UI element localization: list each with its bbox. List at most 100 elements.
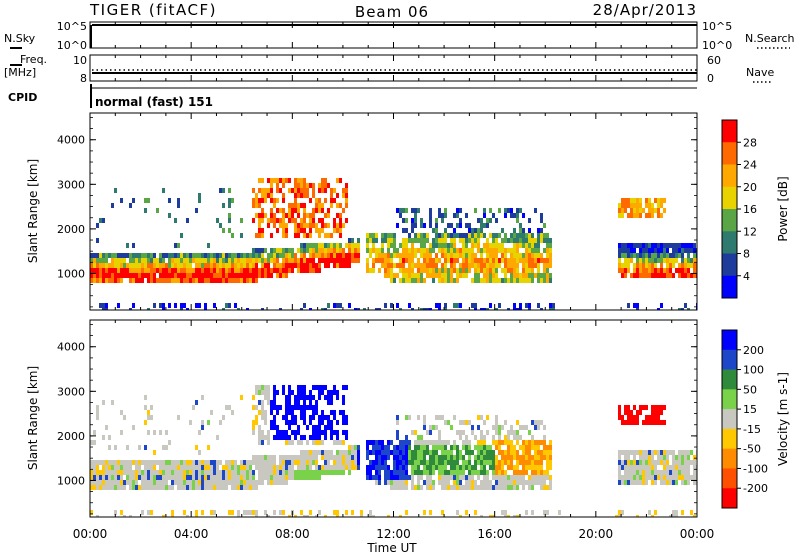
velocity-cell [477,450,480,455]
velocity-cell [225,475,228,480]
velocity-cell [387,450,390,455]
velocity-cell [399,455,402,460]
velocity-cell [108,470,111,475]
power-cell [516,273,519,278]
velocity-cell [240,460,243,465]
power-cell [261,178,264,183]
velocity-cell [429,460,432,465]
velocity-cell [330,390,333,395]
power-cell [255,248,258,253]
y-tick-label: 1000 [57,267,85,280]
velocity-cell [471,475,474,480]
velocity-cell [660,405,663,410]
velocity-cell [450,475,453,480]
velocity-cell [531,465,534,470]
velocity-cell [213,475,216,480]
velocity-cell [516,460,519,465]
velocity-cell [339,460,342,465]
power-cell [309,268,312,273]
velocity-cell [639,465,642,470]
power-cell [180,253,183,258]
power-cell [681,268,684,273]
power-cell [432,278,435,283]
power-cell [426,233,429,238]
power-cell [288,248,291,253]
velocity-cell [432,445,435,450]
power-cell [483,248,486,253]
power-cell [648,263,651,268]
velocity-cell [534,445,537,450]
velocity-cell [393,445,396,450]
velocity-cell [336,420,339,425]
power-cell [477,233,480,238]
power-cell [546,278,549,283]
power-cell [258,188,261,193]
velocity-cell [690,460,693,465]
power-cell [405,208,408,213]
velocity-cell [300,460,303,465]
velocity-cell [627,460,630,465]
power-cell [414,213,417,218]
x-tick-label: 04:00 [174,527,209,541]
power-cell [300,268,303,273]
velocity-cell [489,455,492,460]
power-cell [477,273,480,278]
velocity-cell [156,470,159,475]
velocity-cell [693,475,696,480]
power-cell [657,208,660,213]
velocity-cell [507,430,510,435]
power-cell [162,188,165,193]
power-cell [393,273,396,278]
velocity-cell [339,410,342,415]
power-cell [429,208,432,213]
velocity-cell [639,455,642,460]
velocity-cell [258,440,261,445]
power-cell [621,263,624,268]
power-cell [399,263,402,268]
velocity-cell [291,455,294,460]
power-cell [294,263,297,268]
velocity-cell [480,485,483,490]
velocity-cell [153,430,156,435]
velocity-cell [258,470,261,475]
power-cell [288,208,291,213]
velocity-cell [486,415,489,420]
power-cell [318,233,321,238]
power-cell [189,263,192,268]
power-cell [102,278,105,283]
velocity-cell [465,475,468,480]
power-cell [378,253,381,258]
power-cell [219,263,222,268]
velocity-cell [429,510,432,515]
power-cell [300,178,303,183]
power-cell [117,253,120,258]
power-cell [282,268,285,273]
velocity-cell [543,445,546,450]
power-cell [258,203,261,208]
velocity-cell [522,440,525,445]
velocity-cell [468,470,471,475]
power-cell [423,278,426,283]
power-cell [249,263,252,268]
velocity-cell [276,390,279,395]
velocity-cell [411,485,414,490]
power-cell [453,243,456,248]
power-cell [663,198,666,203]
velocity-cell [633,420,636,425]
power-cell [132,263,135,268]
velocity-cell [420,460,423,465]
power-cell [477,243,480,248]
velocity-cell [129,460,132,465]
power-cell [129,308,132,310]
power-cell [399,243,402,248]
power-cell [195,208,198,213]
power-cell [285,268,288,273]
power-cell [414,223,417,228]
velocity-cell [483,465,486,470]
velocity-cell [483,455,486,460]
power-cell [291,248,294,253]
power-cell [516,248,519,253]
velocity-cell [420,475,423,480]
velocity-cell [120,460,123,465]
velocity-cell [129,485,132,490]
